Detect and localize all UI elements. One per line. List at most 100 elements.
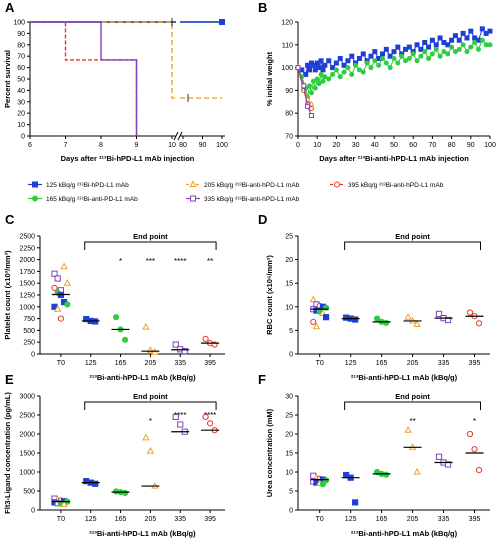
c-endpoint-label: End point [133, 232, 168, 241]
b-point [356, 67, 362, 73]
d-xtick-label: T0 [316, 360, 324, 367]
b-xtick-label: 30 [352, 142, 360, 149]
e-xtick-label: 335 [174, 516, 186, 523]
b-point [487, 28, 493, 34]
c-ylabel: Platelet count (x10³/mm³) [3, 250, 12, 340]
b-point [372, 49, 378, 55]
e-xtick-label: T0 [57, 516, 65, 523]
b-point [312, 85, 318, 91]
e-ytick-label: 1000 [19, 470, 35, 477]
b-point [349, 53, 355, 59]
b-point [320, 78, 326, 84]
e-ytick-label: 500 [23, 489, 35, 496]
b-point [395, 44, 401, 50]
d-xlabel: ²¹³Bi-anti-hPD-L1 mAb (kBq/g) [351, 373, 458, 382]
b-point [360, 69, 366, 75]
b-point [320, 67, 326, 73]
e-point [146, 446, 155, 454]
b-xtick-label: 0 [296, 142, 300, 149]
b-point [456, 46, 462, 52]
f-ylabel: Urea concentration (mM) [265, 408, 274, 497]
c-point [172, 341, 179, 348]
e-point [60, 500, 68, 507]
b-point [464, 49, 470, 55]
b-point [406, 55, 412, 61]
b-point [475, 46, 481, 52]
f-ytick-label: 0 [289, 508, 293, 515]
b-point [410, 51, 416, 57]
b-point [305, 103, 311, 109]
a-ytick-label: 70 [17, 54, 25, 61]
b-point [307, 83, 313, 89]
e-ytick-label: 1500 [19, 451, 35, 458]
f-point [444, 461, 452, 468]
b-point [330, 65, 336, 71]
c-point [60, 262, 68, 270]
b-point [326, 58, 332, 64]
b-point [418, 46, 424, 52]
panel-label-F: F [258, 372, 266, 387]
b-point [308, 112, 314, 118]
b-point [322, 62, 328, 68]
a-xtick-label: 10 [168, 142, 176, 149]
b-point [414, 58, 420, 64]
b-point [372, 58, 378, 64]
d-xtick-label: 335 [438, 360, 450, 367]
a-xtick-label: 6 [28, 142, 32, 149]
a-xtick-label: 90 [199, 142, 207, 149]
e-xtick-label: 125 [85, 516, 97, 523]
d-point [374, 315, 381, 322]
b-point [464, 35, 470, 41]
f-ytick-label: 10 [285, 470, 293, 477]
b-point [356, 55, 362, 61]
b-point [403, 58, 409, 64]
e-significance: **** [174, 411, 186, 420]
e-significance: * [149, 417, 152, 426]
a-ytick-label: 50 [17, 77, 25, 84]
f-ytick-label: 5 [289, 489, 293, 496]
a-ytick-label: 60 [17, 65, 25, 72]
b-point [418, 53, 424, 59]
f-significance: * [473, 417, 476, 426]
b-point [379, 55, 385, 61]
c-point [51, 284, 58, 292]
b-point [318, 58, 324, 64]
c-ytick-label: 1750 [19, 269, 35, 276]
b-ylabel: % initial weight [265, 51, 274, 106]
c-ytick-label: 1500 [19, 281, 35, 288]
c-point [51, 270, 58, 277]
panel-label-D: D [258, 212, 267, 227]
a-ytick-label: 10 [17, 122, 25, 129]
f-xtick-label: 395 [469, 516, 481, 523]
b-point [472, 40, 478, 46]
c-endpoint-bracket [84, 241, 217, 250]
c-ytick-label: 500 [23, 328, 35, 335]
b-point [414, 42, 420, 48]
legend-marker [334, 181, 340, 188]
b-xtick-label: 100 [484, 142, 496, 149]
f-xlabel: ²¹³Bi-anti-hPD-L1 mAb (kBq/g) [351, 529, 458, 538]
b-point [368, 53, 374, 59]
b-point [460, 30, 466, 36]
f-xtick-label: 205 [407, 516, 419, 523]
e-ytick-label: 2500 [19, 413, 35, 420]
b-point [437, 53, 443, 59]
b-point [383, 60, 389, 66]
d-point [310, 318, 317, 326]
e-endpoint-label: End point [133, 392, 168, 401]
b-xtick-label: 90 [467, 142, 475, 149]
a-ytick-label: 80 [17, 42, 25, 49]
d-point [309, 295, 317, 303]
e-xtick-label: 205 [145, 516, 157, 523]
b-point [433, 42, 439, 48]
b-point [333, 60, 339, 66]
b-xtick-label: 80 [448, 142, 456, 149]
e-point [177, 421, 184, 428]
c-ytick-label: 2500 [19, 234, 35, 241]
e-point [142, 433, 150, 441]
b-xtick-label: 60 [409, 142, 417, 149]
b-point [433, 46, 439, 52]
c-point [63, 279, 71, 286]
b-series-line [297, 67, 312, 116]
